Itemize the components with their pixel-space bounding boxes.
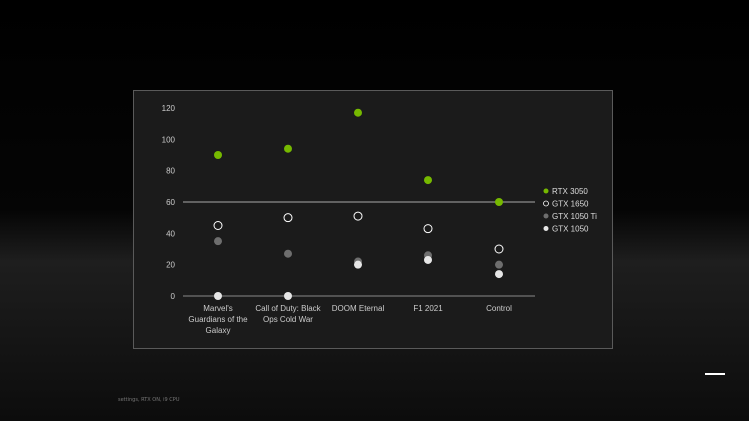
x-tick-label: Galaxy (206, 326, 231, 335)
data-point (424, 176, 432, 185)
data-point (354, 108, 362, 117)
data-point (214, 151, 222, 159)
chart-panel (133, 90, 613, 349)
data-point (423, 224, 433, 234)
legend-label: RTX 3050 (552, 187, 588, 196)
y-tick-label: 120 (162, 104, 176, 113)
legend-marker (543, 226, 549, 231)
data-point (214, 237, 222, 246)
y-tick-label: 100 (162, 135, 176, 144)
x-tick-label: F1 2021 (413, 304, 443, 313)
legend-label: GTX 1650 (552, 200, 589, 209)
data-point (354, 260, 362, 269)
data-point (353, 211, 363, 221)
data-point (283, 213, 293, 223)
x-tick-label: Ops Cold War (263, 315, 313, 324)
legend-marker (543, 200, 549, 207)
data-point (284, 144, 292, 153)
data-point (284, 249, 292, 258)
data-point (213, 221, 223, 230)
legend-label: GTX 1050 (552, 225, 589, 234)
data-point (214, 292, 222, 300)
y-tick-label: 0 (171, 292, 176, 301)
x-tick-label: Marvel's (203, 304, 233, 313)
x-tick-label: Guardians of the (188, 315, 248, 324)
data-point (495, 198, 503, 206)
data-point (495, 270, 503, 279)
footnote: settings, RTX ON, i9 CPU (118, 397, 180, 403)
x-tick-label: DOOM Eternal (332, 304, 385, 313)
y-tick-label: 20 (166, 261, 175, 270)
x-tick-label: Call of Duty: Black (255, 304, 321, 313)
data-point (284, 292, 292, 300)
legend-label: GTX 1050 Ti (552, 212, 597, 221)
y-tick-label: 60 (166, 198, 175, 207)
legend-marker (543, 213, 549, 219)
data-point (424, 255, 432, 264)
x-tick-label: Control (486, 304, 512, 313)
legend-marker (543, 188, 549, 194)
data-point (495, 260, 503, 269)
data-point (494, 244, 504, 254)
slide-marker (705, 373, 725, 375)
y-tick-label: 40 (166, 229, 175, 238)
y-tick-label: 80 (166, 167, 175, 176)
